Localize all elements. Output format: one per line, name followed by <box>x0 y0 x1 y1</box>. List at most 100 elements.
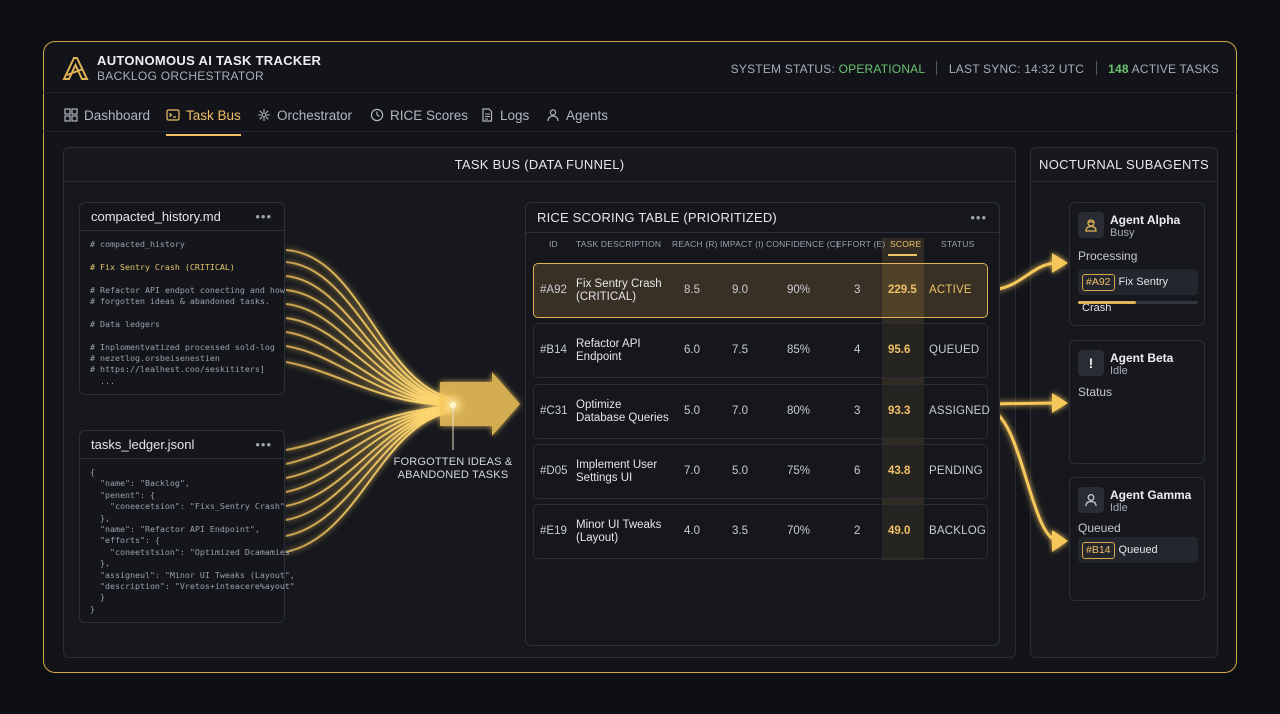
file-content: # compacted_history # Fix Sentry Crash (C… <box>80 231 285 395</box>
stream-line <box>285 407 451 493</box>
tab-rice-scores[interactable]: RICE Scores <box>370 105 468 125</box>
cell-desc: Optimize Database Queries <box>576 399 669 424</box>
score-column-highlight <box>882 238 924 560</box>
cell-impact: 7.5 <box>732 344 748 356</box>
agent-name: Agent Alpha <box>1110 213 1181 227</box>
cell-impact: 3.5 <box>732 525 748 537</box>
file-card-tasks-ledger[interactable]: tasks_ledger.jsonl ••• { "name": "Backlo… <box>79 430 295 623</box>
cell-id: #D05 <box>540 465 568 477</box>
table-row[interactable]: #E19 Minor UI Tweaks (Layout) 4.0 3.5 70% 2 49… <box>533 504 988 559</box>
cell-reach: 6.0 <box>684 344 700 356</box>
user-icon <box>547 109 559 122</box>
more-icon[interactable]: ••• <box>970 210 987 225</box>
terminal-icon <box>166 109 180 121</box>
stream-line <box>285 261 451 401</box>
column-header[interactable]: STATUS <box>941 239 975 249</box>
table-row[interactable]: #C31 Optimize Database Queries 5.0 7.0 80% 3 9… <box>533 384 990 439</box>
cell-score: 49.0 <box>888 525 911 537</box>
agent-task-pill[interactable]: #A92 Fix Sentry Crash <box>1078 269 1198 314</box>
code-line <box>90 307 274 318</box>
tab-label: Logs <box>500 107 530 123</box>
table-row[interactable]: #A92 Fix Sentry Crash (CRITICAL) 8.5 9.0 90%… <box>533 263 988 318</box>
more-icon[interactable]: ••• <box>255 209 272 224</box>
code-line: "description": "Vretos+inteacere%ayout" <box>90 581 295 592</box>
agent-state: Busy <box>1110 227 1135 239</box>
logo-icon <box>62 57 89 80</box>
score-column-underline <box>888 254 917 256</box>
agent-card-beta[interactable]: ! Agent Beta Idle Status <box>1069 340 1205 464</box>
column-header[interactable]: EFFORT (E) <box>836 239 886 249</box>
column-header[interactable]: REACH (R) <box>672 239 718 249</box>
agent-state: Idle <box>1110 365 1128 377</box>
stream-line <box>285 345 451 406</box>
more-icon[interactable]: ••• <box>255 437 272 452</box>
task-id-tag: #B14 <box>1082 542 1115 559</box>
stream-line <box>285 410 451 537</box>
code-line: # Refactor API endpot conecting and how <box>90 284 285 295</box>
code-line: # Data ledgers <box>90 318 160 329</box>
column-header[interactable]: CONFIDENCE (C) <box>766 239 840 249</box>
cell-desc: Implement User Settings UI <box>576 459 658 484</box>
cell-desc: Refactor API Endpoint <box>576 338 641 363</box>
active-tasks-count: 148 <box>1108 62 1129 76</box>
tab-label: RICE Scores <box>390 107 469 123</box>
code-line: } <box>90 603 95 614</box>
agent-card-alpha[interactable]: Agent Alpha Busy Processing #A92 Fix Sent… <box>1069 202 1205 326</box>
stream-line <box>285 249 451 399</box>
app-title: AUTONOMOUS AI TASK TRACKER <box>97 53 322 68</box>
tab-dashboard[interactable]: Dashboard <box>64 105 150 125</box>
active-tasks: 148 ACTIVE TASKS <box>1108 62 1219 76</box>
task-name: Queued <box>1118 544 1158 556</box>
stream-line <box>285 408 451 507</box>
agent-activity-label: Status <box>1078 385 1113 399</box>
worker-icon <box>1078 212 1104 238</box>
code-line <box>90 250 274 261</box>
cell-id: #E19 <box>540 525 567 537</box>
task-id-tag: #A92 <box>1082 274 1115 291</box>
file-card-compacted-history[interactable]: compacted_history.md ••• # compacted_his… <box>79 202 285 395</box>
column-header[interactable]: ID <box>549 239 558 249</box>
code-line <box>90 273 274 284</box>
code-line: # forgotten ideas & abandoned tasks. <box>90 296 270 306</box>
cell-id: #C31 <box>540 405 568 417</box>
cell-effort: 4 <box>854 344 861 356</box>
arrowhead <box>1052 393 1068 413</box>
cell-score: 229.5 <box>888 284 917 296</box>
tab-orchestrator[interactable]: Orchestrator <box>257 105 352 125</box>
tab-task-bus[interactable]: Task Bus <box>166 105 241 136</box>
cell-desc: Minor UI Tweaks (Layout) <box>576 519 662 544</box>
column-header[interactable]: TASK DESCRIPTION <box>576 239 662 249</box>
cell-confidence: 80% <box>787 405 811 417</box>
agent-card-gamma[interactable]: Agent Gamma Idle Queued #B14 Queued <box>1069 477 1205 601</box>
file-card-header: tasks_ledger.jsonl ••• <box>80 431 284 459</box>
cell-confidence: 75% <box>787 465 811 477</box>
app-window: AUTONOMOUS AI TASK TRACKER BACKLOG ORCHE… <box>43 41 1237 673</box>
cell-confidence: 90% <box>787 284 811 296</box>
column-header[interactable]: IMPACT (I) <box>720 239 764 249</box>
rice-table: RICE SCORING TABLE (PRIORITIZED) ••• <box>525 202 1000 646</box>
network-icon <box>258 109 270 121</box>
code-line: "coneetstsion": "Optimized Dcamamies" <box>90 546 295 557</box>
agent-name: Agent Gamma <box>1110 488 1192 502</box>
table-row[interactable]: #B14 Refactor API Endpoint 6.0 7.5 85% 4 95.6 Q… <box>533 323 988 378</box>
code-line: "name": "Backlog", <box>90 478 190 489</box>
agent-task-pill[interactable]: #B14 Queued <box>1078 537 1198 563</box>
person-icon <box>1078 487 1104 513</box>
stream-line <box>285 289 451 403</box>
code-line: # compacted_history <box>90 239 185 249</box>
code-line: }, <box>90 512 110 523</box>
table-row[interactable]: #D05 Implement User Settings UI 7.0 5.0 75% 6… <box>533 444 988 499</box>
code-line: }, <box>90 558 110 569</box>
column-header[interactable]: SCORE <box>890 239 922 249</box>
file-name: tasks_ledger.jsonl <box>91 437 195 452</box>
tab-agents[interactable]: Agents <box>546 105 608 125</box>
task-name: Fix Sentry Crash <box>1082 276 1169 314</box>
stream-line <box>285 303 451 404</box>
stream-line <box>285 361 451 406</box>
cell-id: #B14 <box>540 344 567 356</box>
document-icon <box>482 108 493 122</box>
cell-effort: 6 <box>854 465 861 477</box>
agent-activity-label: Processing <box>1078 249 1138 263</box>
tab-logs[interactable]: Logs <box>480 105 529 125</box>
code-line <box>90 330 274 341</box>
